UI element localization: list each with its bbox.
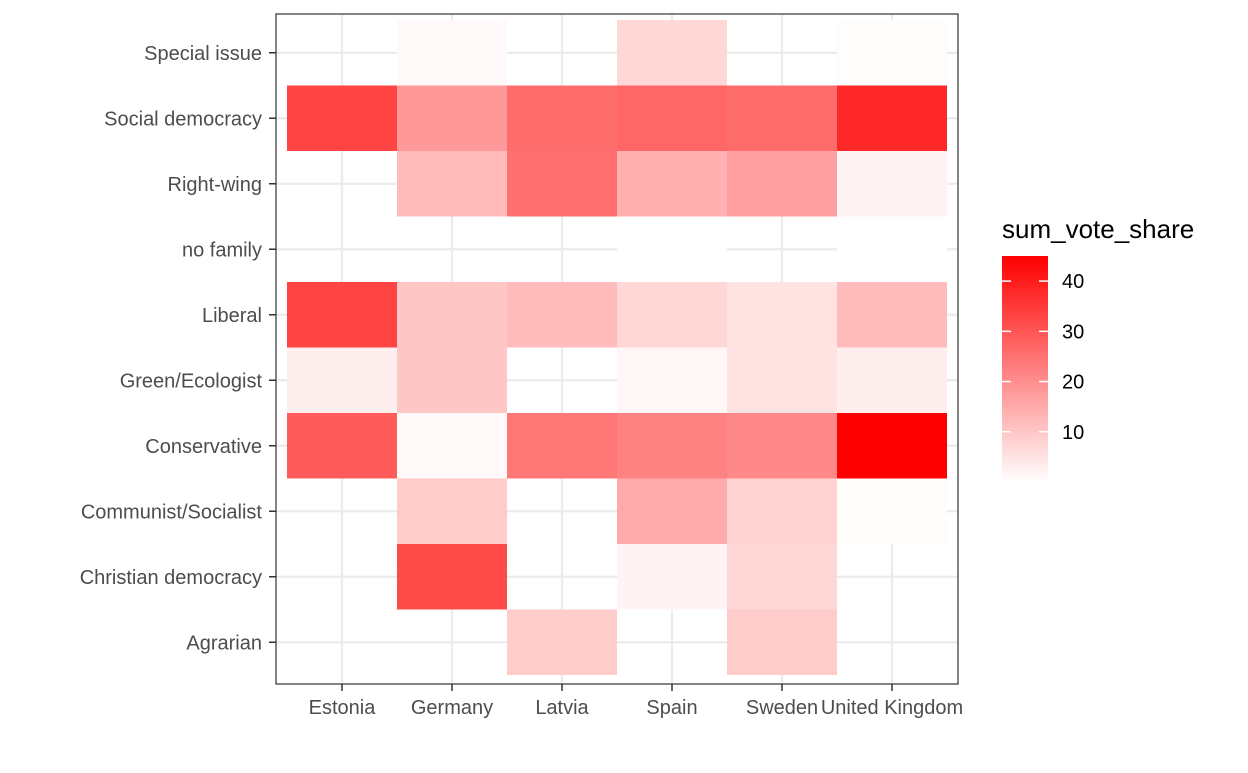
heatmap-cell-united-kingdom-green-ecologist — [837, 347, 947, 413]
heatmap-cell-sweden-social-democracy — [727, 85, 837, 151]
heatmap-cell-united-kingdom-conservative — [837, 413, 947, 479]
heatmap-cell-united-kingdom-no-family — [837, 216, 947, 282]
heatmap-cell-latvia-conservative — [507, 413, 617, 479]
legend-colorbar — [1002, 256, 1048, 482]
heatmap-cell-latvia-liberal — [507, 282, 617, 348]
heatmap-cell-germany-special-issue — [397, 20, 507, 86]
heatmap-cell-sweden-right-wing — [727, 151, 837, 217]
heatmap-cell-spain-liberal — [617, 282, 727, 348]
heatmap-cell-spain-right-wing — [617, 151, 727, 217]
legend-ticks: 10 20 30 40 — [1002, 271, 1084, 444]
heatmap-cell-sweden-conservative — [727, 413, 837, 479]
heatmap-cell-spain-social-democracy — [617, 85, 727, 151]
heatmap-cell-germany-right-wing — [397, 151, 507, 217]
y-tick-label-no-family: no family — [182, 239, 262, 261]
heatmap-cell-spain-special-issue — [617, 20, 727, 86]
legend-tick-label: 30 — [1062, 321, 1084, 343]
y-tick-label-green-ecologist: Green/Ecologist — [120, 370, 263, 392]
y-tick-label-christian-democracy: Christian democracy — [80, 567, 262, 589]
heatmap-cell-germany-liberal — [397, 282, 507, 348]
x-tick-label-spain: Spain — [646, 697, 697, 719]
heatmap-cell-estonia-liberal — [287, 282, 397, 348]
x-tick-label-germany: Germany — [411, 697, 493, 719]
heatmap-cell-sweden-christian-democracy — [727, 544, 837, 610]
panel-border — [275, 13, 959, 685]
heatmap-cell-spain-christian-democracy — [617, 544, 727, 610]
heatmap-cell-united-kingdom-special-issue — [837, 20, 947, 86]
y-tick-label-right-wing: Right-wing — [168, 174, 262, 196]
heatmap-cell-latvia-social-democracy — [507, 85, 617, 151]
heatmap-cell-spain-communist-socialist — [617, 478, 727, 544]
heatmap-cell-germany-social-democracy — [397, 85, 507, 151]
heatmap-cell-united-kingdom-communist-socialist — [837, 478, 947, 544]
legend-tick-label: 20 — [1062, 372, 1084, 394]
heatmap-cell-estonia-conservative — [287, 413, 397, 479]
y-tick-label-communist-socialist: Communist/Socialist — [81, 501, 263, 523]
heatmap-cell-estonia-green-ecologist — [287, 347, 397, 413]
heatmap-cell-germany-green-ecologist — [397, 347, 507, 413]
heatmap-cell-united-kingdom-right-wing — [837, 151, 947, 217]
axes: Estonia Germany Latvia Spain Sweden United Ki… — [80, 43, 963, 719]
heatmap-cell-germany-conservative — [397, 413, 507, 479]
heatmap-cell-latvia-agrarian — [507, 609, 617, 675]
heatmap-cell-germany-christian-democracy — [397, 544, 507, 610]
heatmap-cell-sweden-liberal — [727, 282, 837, 348]
x-tick-label-united-kingdom: United Kingdom — [821, 697, 963, 719]
heatmap-cell-sweden-green-ecologist — [727, 347, 837, 413]
y-tick-label-agrarian: Agrarian — [186, 632, 262, 654]
legend-tick-label: 10 — [1062, 422, 1084, 444]
heatmap-cell-latvia-right-wing — [507, 151, 617, 217]
y-tick-label-conservative: Conservative — [145, 436, 262, 458]
heatmap-cells — [287, 20, 947, 675]
heatmap-cell-spain-no-family — [617, 216, 727, 282]
y-tick-label-special-issue: Special issue — [144, 43, 262, 65]
x-tick-label-latvia: Latvia — [535, 697, 589, 719]
x-tick-label-sweden: Sweden — [746, 697, 818, 719]
heatmap-cell-sweden-agrarian — [727, 609, 837, 675]
y-tick-label-liberal: Liberal — [202, 305, 262, 327]
heatmap-cell-sweden-communist-socialist — [727, 478, 837, 544]
heatmap-cell-spain-green-ecologist — [617, 347, 727, 413]
legend-tick-label: 40 — [1062, 271, 1084, 293]
heatmap-cell-spain-conservative — [617, 413, 727, 479]
y-tick-label-social-democracy: Social democracy — [104, 108, 262, 130]
heatmap-cell-united-kingdom-liberal — [837, 282, 947, 348]
heatmap-cell-germany-communist-socialist — [397, 478, 507, 544]
legend: sum_vote_share 10 20 30 40 — [1002, 214, 1194, 482]
heatmap-cell-united-kingdom-social-democracy — [837, 85, 947, 151]
x-tick-label-estonia: Estonia — [309, 697, 377, 719]
heatmap-cell-estonia-social-democracy — [287, 85, 397, 151]
legend-title: sum_vote_share — [1002, 214, 1194, 244]
